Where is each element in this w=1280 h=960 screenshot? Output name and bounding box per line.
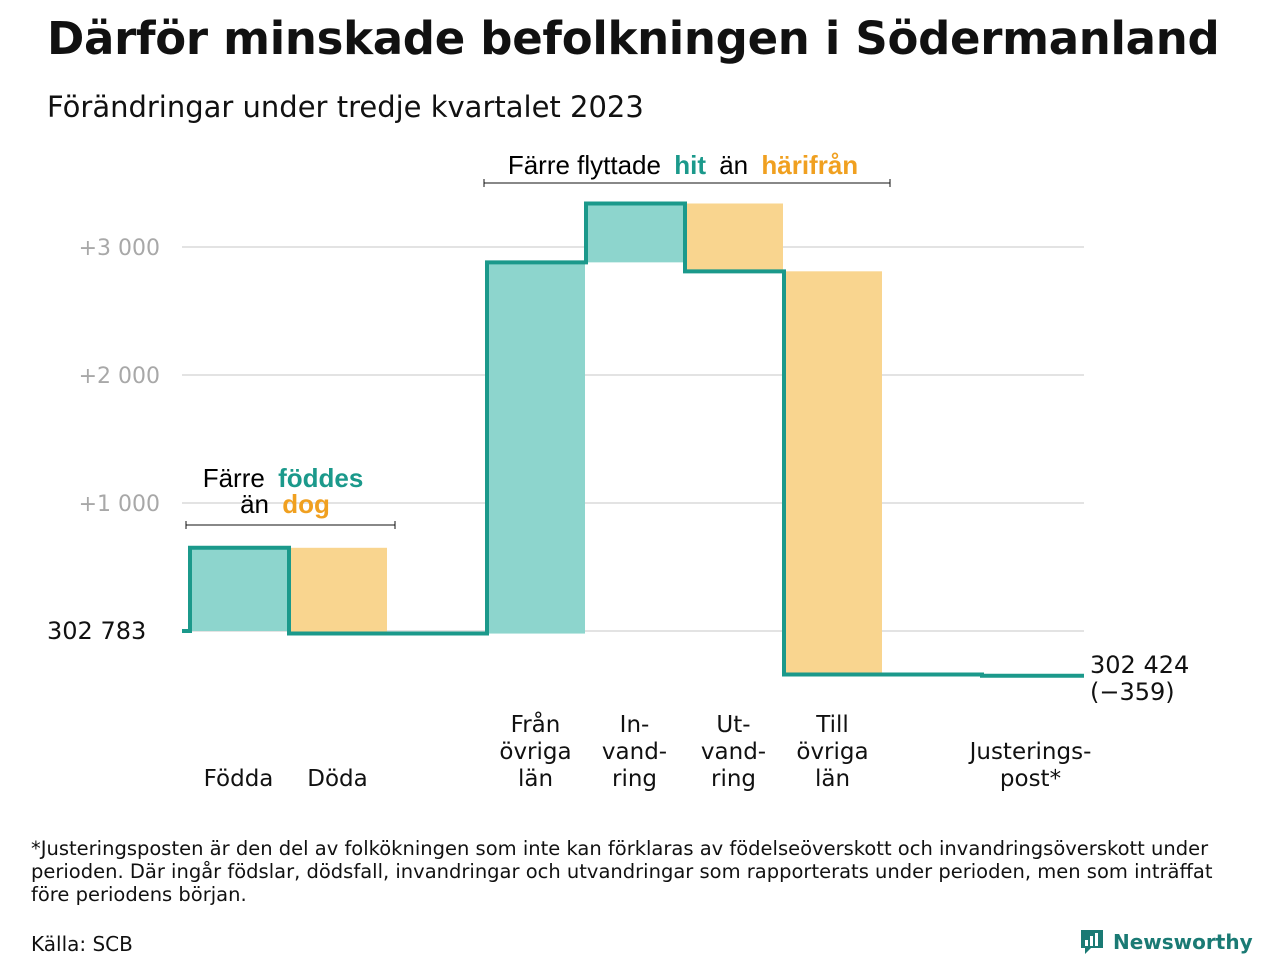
category-label: ring [711, 766, 756, 792]
svg-text:Färre flyttade hit: Färre flyttade hit än härifrån [508, 150, 858, 180]
end-value-label: 302 424 [1090, 651, 1189, 679]
bar-från-övriga-län [487, 262, 585, 634]
bar-till-övriga-län [784, 271, 882, 675]
newsworthy-logo: Newsworthy [1079, 928, 1253, 956]
bar-invandring [586, 203, 684, 263]
newsworthy-logo-icon [1081, 930, 1103, 954]
category-label: Till [815, 712, 849, 738]
y-tick-label: +2 000 [79, 364, 160, 389]
brand-name: Newsworthy [1113, 930, 1253, 954]
category-label: Döda [307, 766, 367, 792]
y-tick-labels: +1 000 +2 000 +3 000 [79, 236, 160, 517]
category-label: In- [620, 712, 650, 738]
baseline-label: 302 783 [47, 617, 146, 645]
births-annotation-text: Färre [203, 463, 265, 493]
category-label: län [518, 766, 553, 792]
category-label: övriga [499, 739, 571, 765]
chart-title: Därför minskade befolkningen i Södermanl… [47, 12, 1220, 65]
category-labels: Födda DödaFrånövrigalänIn-vand-ringUt-van… [204, 710, 1092, 792]
category-label: post* [1000, 766, 1061, 792]
bar-födda [190, 547, 288, 631]
source-label: Källa: SCB [31, 932, 133, 956]
svg-text:än dog: än dog [240, 489, 330, 519]
migration-annotation-than: än [719, 150, 748, 180]
category-label: övriga [796, 739, 868, 765]
harifran-highlight: härifrån [761, 150, 858, 180]
footnote: *Justeringsposten är den del av folkökni… [31, 837, 1213, 906]
waterfall-chart: +1 000+2 000+3 000 Födda DödaFrånövrigalä… [47, 150, 1189, 792]
category-label: Ut- [716, 712, 750, 738]
births-annotation: Färre föddes än dog [185, 463, 396, 529]
chart-subtitle: Förändringar under tredje kvartalet 2023 [47, 90, 644, 124]
end-change-label: (−359) [1090, 678, 1175, 706]
category-label: Justerings- [968, 739, 1092, 765]
bar-utvandring [685, 203, 783, 272]
category-label: vand- [701, 739, 766, 765]
category-label: Födda [204, 766, 274, 792]
category-label: ring [612, 766, 657, 792]
births-highlight: föddes [278, 463, 363, 493]
deaths-highlight: dog [282, 489, 330, 519]
category-label: län [815, 766, 850, 792]
y-tick-label: +1 000 [79, 492, 160, 517]
bar-döda [289, 547, 387, 634]
hit-highlight: hit [674, 150, 706, 180]
category-label: Från [511, 710, 561, 738]
category-label: vand- [602, 739, 667, 765]
y-tick-label: +3 000 [79, 236, 160, 261]
births-annotation-than: än [240, 489, 269, 519]
svg-text:Färre föddes: Färre föddes [203, 463, 364, 493]
migration-annotation-text: Färre flyttade [508, 150, 661, 180]
bars [190, 203, 882, 675]
running-total-line [182, 201, 1084, 678]
migration-annotation: Färre flyttade hit än härifrån [483, 150, 891, 187]
